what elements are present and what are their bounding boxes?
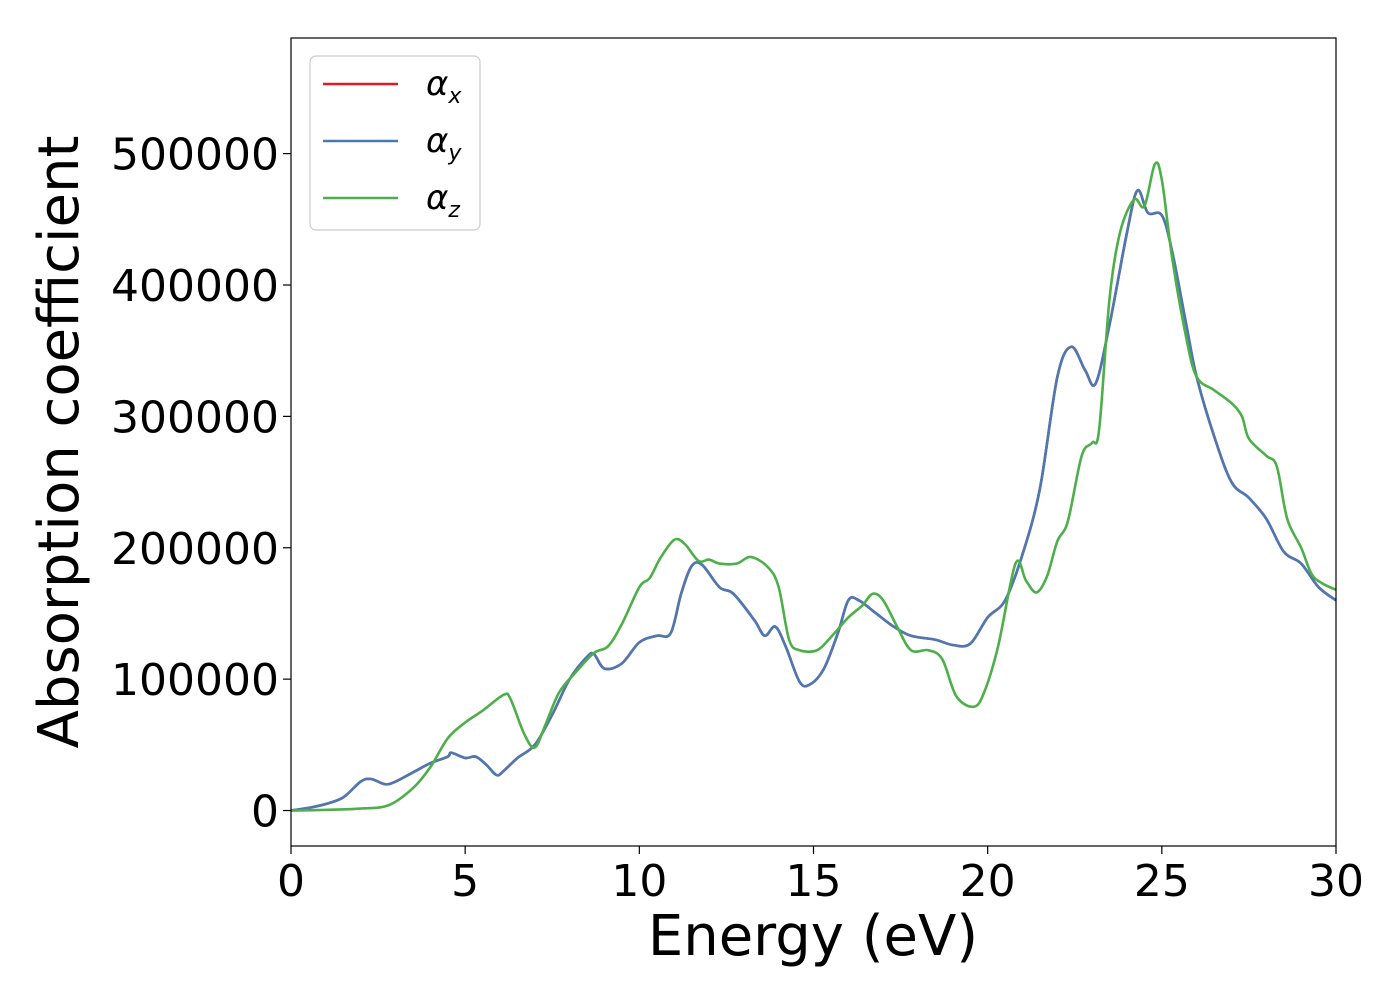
y-axis-label: Absorption coefficient <box>27 136 92 749</box>
series-line-alpha-z <box>290 161 1337 812</box>
y-tick-label: 400000 <box>111 261 279 312</box>
legend-label-alpha-z: αz <box>426 178 460 223</box>
series-layer <box>290 161 1337 812</box>
series-line-alpha-y <box>290 188 1337 812</box>
legend-label-alpha-y: αy <box>426 121 462 166</box>
x-tick-label: 5 <box>451 856 479 907</box>
x-tick-label: 15 <box>786 856 842 907</box>
y-axis: 0 100000 200000 300000 400000 500000 <box>111 130 291 838</box>
y-tick-label: 0 <box>251 787 279 838</box>
x-tick-label: 0 <box>277 856 305 907</box>
x-tick-label: 30 <box>1308 856 1364 907</box>
x-tick-label: 20 <box>960 856 1016 907</box>
y-tick-label: 100000 <box>111 655 279 706</box>
y-tick-label: 500000 <box>111 130 279 181</box>
legend-box <box>309 55 481 231</box>
x-tick-label: 10 <box>611 856 667 907</box>
legend-label-alpha-x: αx <box>426 64 462 109</box>
x-tick-label: 25 <box>1134 856 1190 907</box>
x-axis: 0 5 10 15 20 25 30 <box>277 846 1364 907</box>
x-axis-label: Energy (eV) <box>648 904 978 969</box>
legend: αx αy αz <box>309 55 481 231</box>
y-tick-label: 200000 <box>111 524 279 575</box>
y-tick-label: 300000 <box>111 392 279 443</box>
